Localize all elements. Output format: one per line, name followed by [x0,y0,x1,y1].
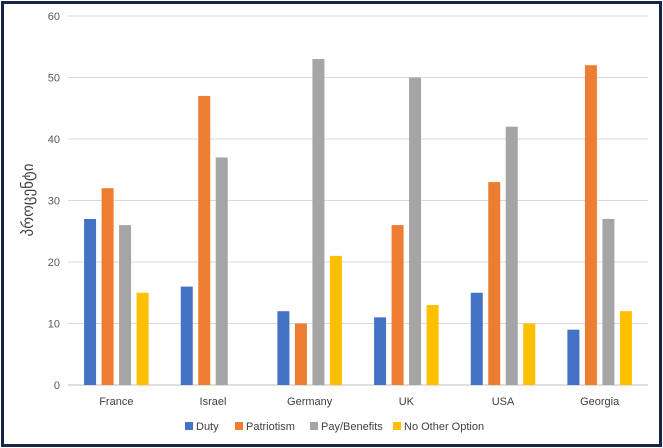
legend: Duty Patriotism Pay/Benefits No Other Optio… [185,421,484,433]
legend-label: Patriotism [246,421,295,433]
bar-uk-no-other-option [426,305,439,385]
legend-label: Pay/Benefits [321,421,383,433]
y-tick-label: 50 [48,73,60,85]
legend-swatch [393,422,401,430]
bar-israel-patriotism [198,95,211,385]
y-axis-label: პროცენტი [19,163,37,236]
bar-france-duty [84,218,97,385]
y-tick-label: 10 [48,319,60,331]
bar-uk-pay-benefits [409,77,422,385]
bar-georgia-patriotism [584,65,597,385]
legend-label: Duty [196,421,219,433]
bar-usa-patriotism [488,182,501,385]
y-axis-ticks: 0 10 20 30 40 50 60 [48,11,60,392]
x-tick-label: Germany [287,396,333,408]
bar-france-pay-benefits [119,225,132,385]
y-tick-label: 60 [48,11,60,23]
gridlines [68,15,648,386]
bar-georgia-no-other-option [619,311,632,385]
y-tick-label: 30 [48,196,60,208]
y-tick-label: 20 [48,257,60,269]
x-tick-label: Georgia [580,396,620,408]
x-tick-label: France [99,396,133,408]
bar-germany-no-other-option [329,255,342,385]
bars [84,59,632,386]
x-axis-ticks: France Israel Germany UK USA Georgia [99,396,620,408]
bar-usa-no-other-option [523,323,536,385]
bar-usa-pay-benefits [505,126,518,385]
legend-swatch [185,422,193,430]
x-tick-label: UK [399,396,415,408]
bar-israel-duty [180,286,193,385]
y-tick-label: 40 [48,134,60,146]
bar-georgia-duty [567,329,580,385]
bar-uk-duty [374,317,387,385]
bar-israel-pay-benefits [215,157,228,385]
legend-swatch [310,422,318,430]
bar-georgia-pay-benefits [602,218,615,385]
legend-label: No Other Option [404,421,484,433]
bar-uk-patriotism [391,225,404,385]
x-tick-label: Israel [200,396,227,408]
bar-france-patriotism [101,188,114,385]
bar-france-no-other-option [136,292,149,385]
legend-swatch [235,422,243,430]
x-tick-label: USA [492,396,515,408]
bar-usa-duty [470,292,483,385]
y-tick-label: 0 [54,380,60,392]
bar-germany-patriotism [294,323,307,385]
bar-germany-pay-benefits [312,59,325,386]
bar-germany-duty [277,311,290,385]
